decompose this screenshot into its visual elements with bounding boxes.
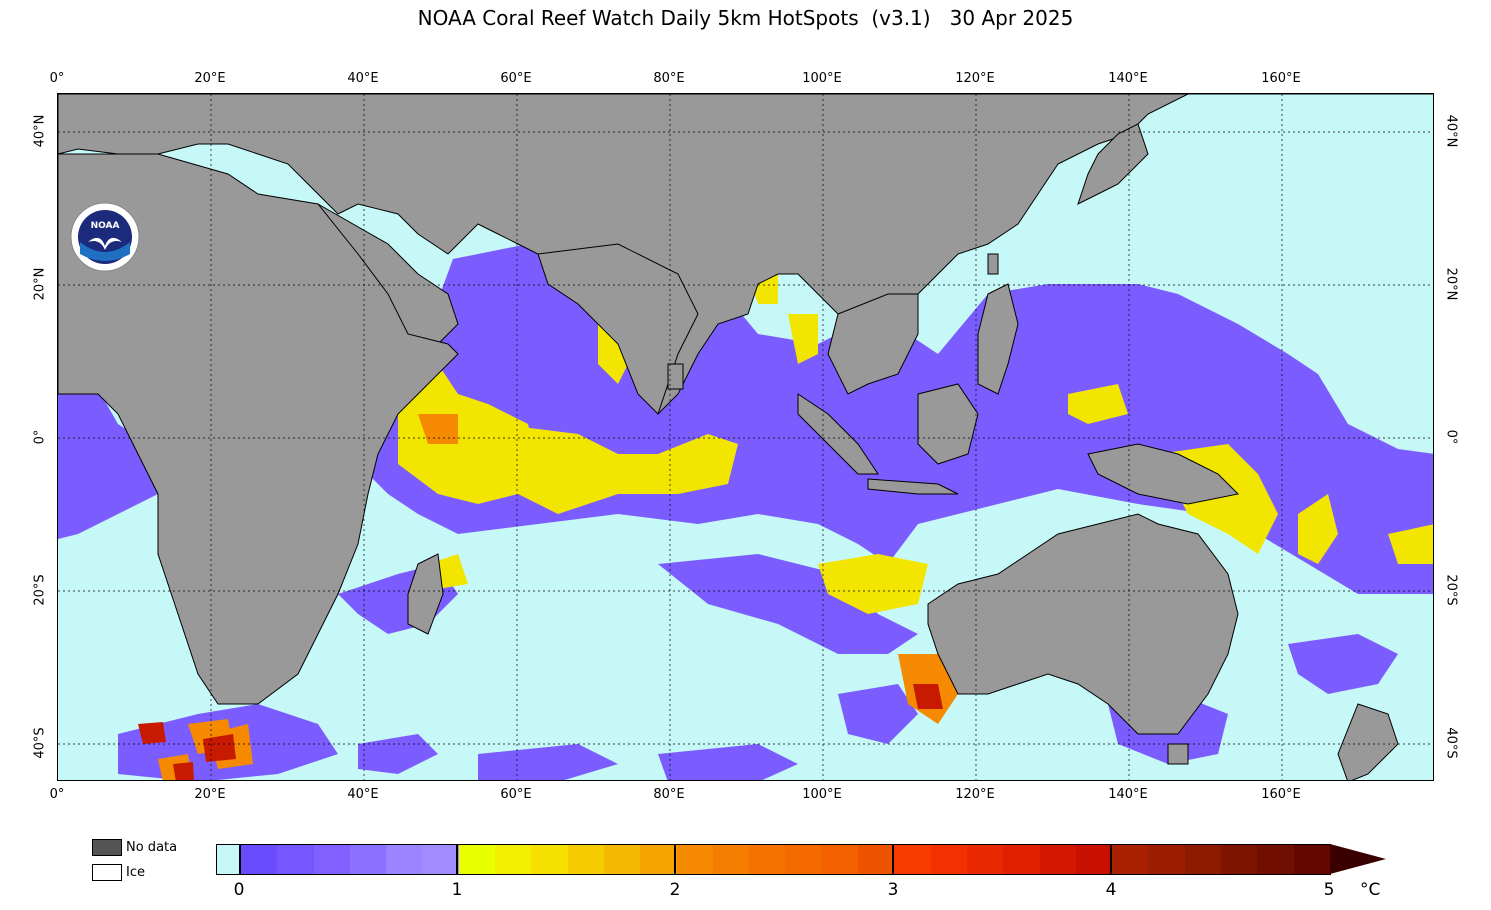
colorbar-segment	[241, 845, 278, 874]
colorbar-tick: 2	[669, 880, 681, 900]
colorbar-segment	[1112, 845, 1149, 874]
colorbar-segment	[894, 845, 931, 874]
colorbar-segment	[1148, 845, 1185, 874]
lon-tick-bottom: 80°E	[653, 787, 685, 802]
colorbar-segment	[712, 845, 750, 874]
colorbar-segment	[567, 845, 604, 874]
lon-tick-top: 80°E	[653, 71, 685, 86]
ice-swatch	[92, 864, 122, 881]
lon-tick-bottom: 40°E	[347, 787, 379, 802]
colorbar-divider	[674, 844, 676, 875]
noaa-logo: NOAA	[70, 202, 140, 272]
colorbar-segment	[1293, 845, 1330, 874]
lat-tick-left: 40°N	[32, 114, 48, 148]
lon-tick-bottom: 60°E	[500, 787, 532, 802]
map-title: NOAA Coral Reef Watch Daily 5km HotSpots…	[417, 6, 1074, 30]
colorbar-segment	[458, 845, 496, 874]
no-data-label: No data	[126, 840, 178, 855]
colorbar-tick: 4	[1105, 880, 1117, 900]
hotspot-map[interactable]	[57, 93, 1434, 781]
colorbar-divider	[1110, 844, 1112, 875]
lon-tick-top: 40°E	[347, 71, 379, 86]
lon-tick-bottom: 160°E	[1261, 787, 1301, 802]
colorbar-segment	[821, 845, 859, 874]
colorbar-segment	[640, 845, 677, 874]
lat-tick-left: 0°	[32, 429, 48, 445]
colorbar-segment	[858, 845, 895, 874]
noaa-logo-text: NOAA	[91, 221, 120, 231]
land-masses	[58, 94, 1433, 780]
colorbar-segment	[749, 845, 786, 874]
colorbar-segment	[531, 845, 568, 874]
lat-tick-left: 40°S	[32, 727, 48, 759]
lon-tick-bottom: 0°	[49, 787, 65, 802]
colorbar-arrow	[1330, 844, 1386, 874]
no-data-swatch	[92, 839, 122, 856]
lat-tick-left: 20°N	[32, 267, 48, 301]
colorbar-segment	[930, 845, 967, 874]
colorbar-divider	[892, 844, 894, 875]
lat-tick-left: 20°S	[32, 574, 48, 606]
lon-tick-top: 100°E	[802, 71, 842, 86]
lon-tick-top: 140°E	[1108, 71, 1148, 86]
colorbar-segment	[313, 845, 350, 874]
colorbar-segment	[1003, 845, 1040, 874]
colorbar-tick: 5	[1323, 880, 1335, 900]
colorbar-tick: 1	[451, 880, 463, 900]
lon-tick-top: 160°E	[1261, 71, 1301, 86]
colorbar	[216, 844, 1331, 875]
colorbar-segment	[277, 845, 314, 874]
colorbar-segment	[1221, 845, 1258, 874]
ice-label: Ice	[126, 865, 145, 880]
colorbar-segment	[1075, 845, 1113, 874]
lon-tick-bottom: 20°E	[194, 787, 226, 802]
lon-tick-top: 120°E	[955, 71, 995, 86]
colorbar-segment	[1184, 845, 1222, 874]
colorbar-segment	[349, 845, 387, 874]
lat-tick-right: 40°N	[1443, 114, 1459, 148]
colorbar-unit: °C	[1360, 880, 1381, 900]
lon-tick-bottom: 120°E	[955, 787, 995, 802]
colorbar-segment	[966, 845, 1004, 874]
lat-tick-right: 20°S	[1443, 574, 1459, 606]
map-canvas	[58, 94, 1433, 780]
lat-tick-right: 0°	[1443, 429, 1459, 445]
colorbar-segment	[676, 845, 713, 874]
colorbar-segment	[603, 845, 641, 874]
colorbar-segment	[785, 845, 822, 874]
colorbar-segment	[495, 845, 532, 874]
lon-tick-top: 20°E	[194, 71, 226, 86]
lat-tick-right: 40°S	[1443, 727, 1459, 759]
lon-tick-bottom: 140°E	[1108, 787, 1148, 802]
colorbar-divider	[456, 844, 458, 875]
lon-tick-top: 0°	[49, 71, 65, 86]
colorbar-segment	[422, 845, 459, 874]
lat-tick-right: 20°N	[1443, 267, 1459, 301]
lon-tick-top: 60°E	[500, 71, 532, 86]
colorbar-segment	[1039, 845, 1076, 874]
colorbar-segment	[1257, 845, 1294, 874]
colorbar-segment	[386, 845, 423, 874]
colorbar-tick: 3	[887, 880, 899, 900]
colorbar-zero-segment	[217, 845, 241, 874]
colorbar-tick: 0	[233, 880, 245, 900]
lon-tick-bottom: 100°E	[802, 787, 842, 802]
